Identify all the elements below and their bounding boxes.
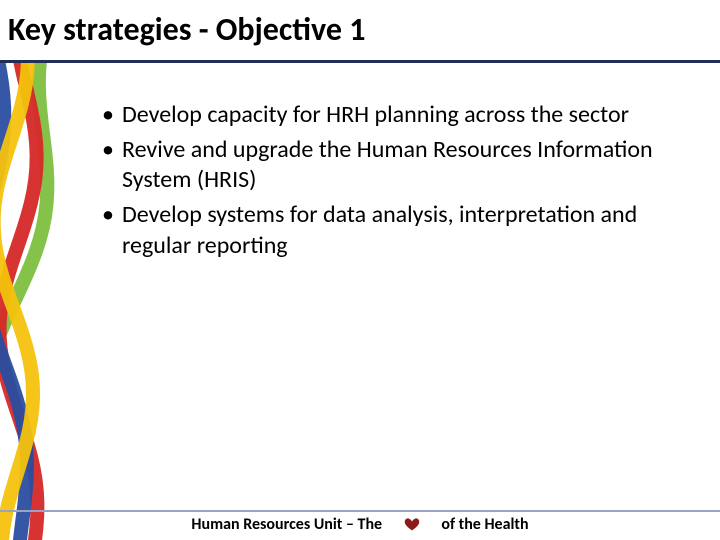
footer-text: Human Resources Unit – The of the Health [0, 515, 720, 534]
bullet-item: Develop capacity for HRH planning across… [100, 100, 690, 131]
bullet-item: Revive and upgrade the Human Resources I… [100, 135, 690, 196]
slide: Key strategies - Objective 1 Develop cap… [0, 0, 720, 540]
bullet-item: Develop systems for data analysis, inter… [100, 200, 690, 261]
heart-icon [404, 517, 420, 531]
bullet-list: Develop capacity for HRH planning across… [100, 100, 690, 266]
footer-left: Human Resources Unit – The [191, 515, 382, 534]
decorative-ribbons [0, 60, 100, 540]
ribbons-svg [0, 60, 100, 540]
footer-right: of the Health [441, 515, 528, 534]
title-underline [0, 60, 720, 63]
footer-rule [0, 510, 720, 512]
slide-title: Key strategies - Objective 1 [8, 10, 365, 49]
